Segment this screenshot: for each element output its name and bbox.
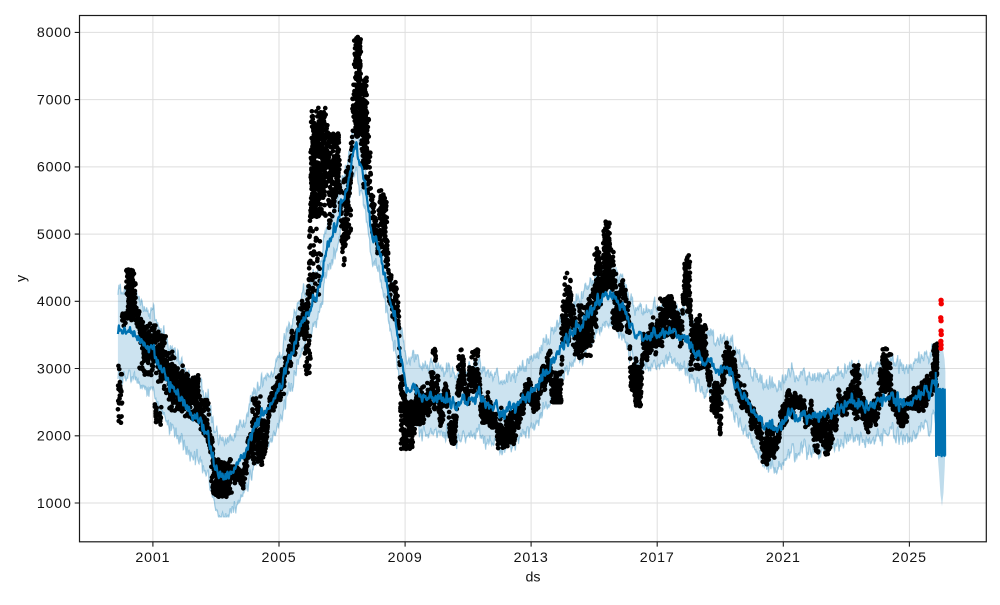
svg-text:3000: 3000 <box>37 361 72 377</box>
svg-text:2021: 2021 <box>766 550 801 566</box>
svg-text:1000: 1000 <box>37 496 72 512</box>
svg-text:2000: 2000 <box>37 429 72 445</box>
svg-text:4000: 4000 <box>37 294 72 310</box>
svg-text:5000: 5000 <box>37 227 72 243</box>
svg-text:2013: 2013 <box>514 550 549 566</box>
svg-text:2017: 2017 <box>640 550 675 566</box>
svg-text:ds: ds <box>526 570 541 586</box>
svg-text:6000: 6000 <box>37 160 72 176</box>
svg-text:2025: 2025 <box>892 550 927 566</box>
svg-text:2009: 2009 <box>388 550 423 566</box>
svg-text:y: y <box>14 274 30 282</box>
svg-text:2005: 2005 <box>262 550 297 566</box>
svg-text:8000: 8000 <box>37 25 72 41</box>
svg-text:2001: 2001 <box>135 550 170 566</box>
svg-text:7000: 7000 <box>37 92 72 108</box>
